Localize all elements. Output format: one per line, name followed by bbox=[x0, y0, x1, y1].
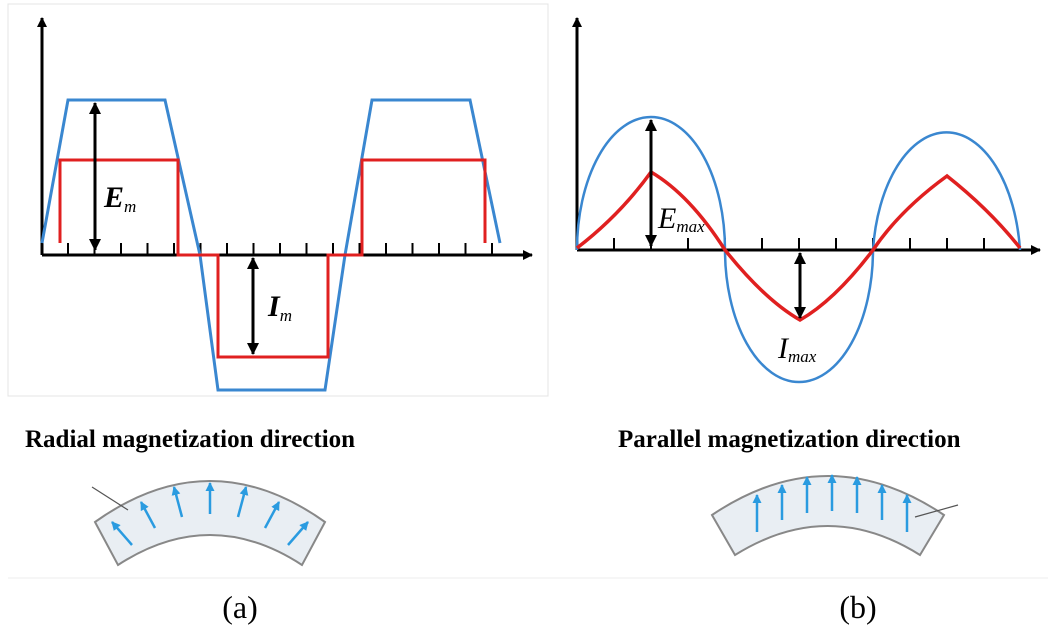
amplitude-label: Em bbox=[103, 181, 136, 216]
panel-frame bbox=[8, 4, 548, 396]
caption: Radial magnetization direction bbox=[25, 426, 355, 453]
panel-label: (a) bbox=[222, 589, 258, 625]
ticks bbox=[68, 238, 984, 255]
figure: Em Im Emax Imax Radial magnetization dir… bbox=[0, 0, 1056, 634]
amplitude-label: Im bbox=[267, 290, 292, 325]
symbol: E bbox=[657, 202, 676, 235]
panel-label: (b) bbox=[839, 589, 876, 625]
amplitude-label: Emax bbox=[657, 202, 705, 236]
symbol: E bbox=[103, 181, 124, 214]
pointer bbox=[92, 487, 128, 510]
parallel-magnet bbox=[712, 476, 944, 555]
subscript: m bbox=[280, 306, 292, 325]
caption: Parallel magnetization direction bbox=[618, 426, 961, 453]
subscript: max bbox=[676, 217, 705, 236]
emf-wave bbox=[42, 100, 500, 390]
subscript: max bbox=[788, 347, 817, 366]
subscript: m bbox=[124, 197, 136, 216]
amplitude-label: Imax bbox=[777, 332, 817, 366]
